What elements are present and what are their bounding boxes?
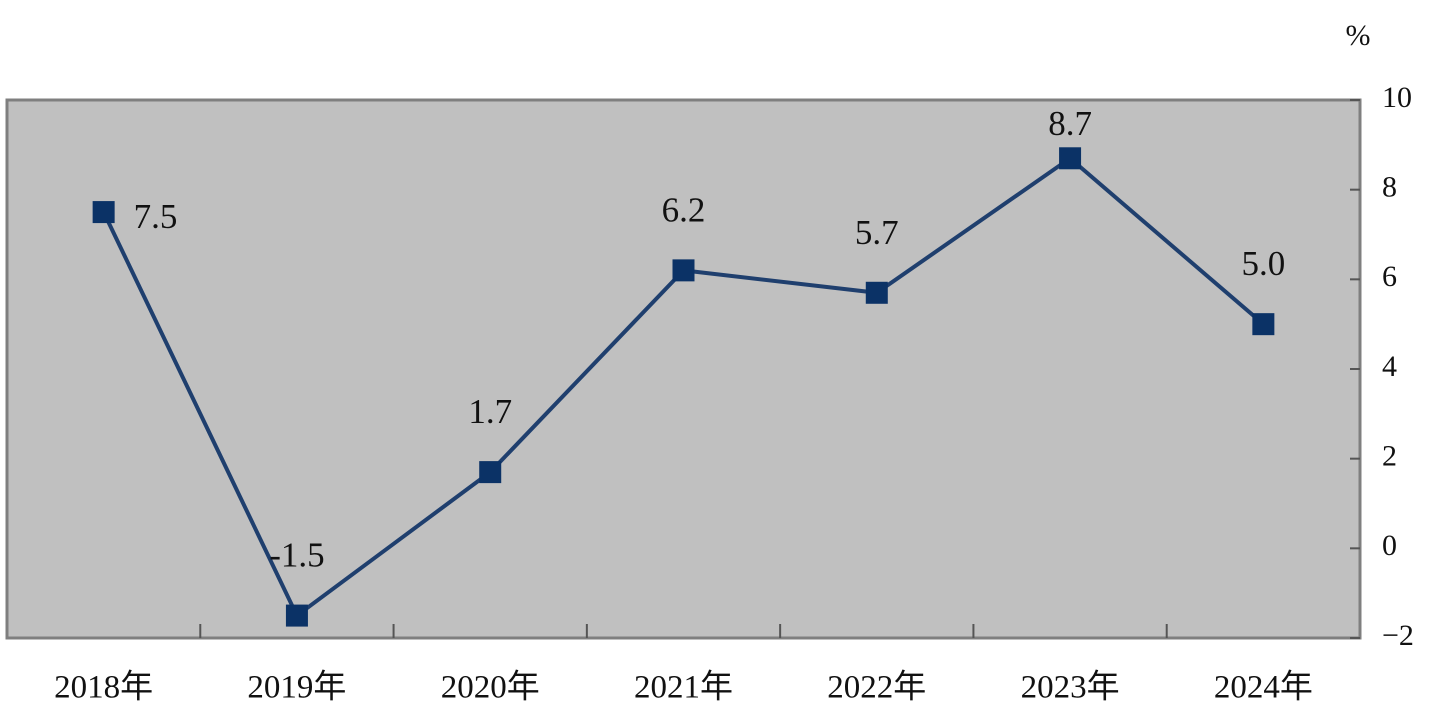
value-label: 8.7 [1048, 104, 1092, 143]
marker [1252, 313, 1275, 336]
value-label: 1.7 [468, 392, 512, 431]
marker [479, 461, 502, 484]
x-tick-label: 2023年 [1021, 669, 1120, 706]
x-tick-label: 2024年 [1214, 669, 1313, 706]
y-tick-label: 10 [1382, 81, 1412, 114]
marker [672, 259, 695, 282]
y-tick-label: 0 [1382, 529, 1397, 562]
marker [865, 281, 888, 304]
plot-area [5, 98, 1362, 640]
y-tick-label: −2 [1382, 619, 1414, 652]
y-unit: % [1346, 19, 1371, 52]
x-tick-label: 2020年 [441, 669, 540, 706]
y-tick-label: 2 [1382, 440, 1397, 473]
x-tick-label: 2018年 [54, 669, 153, 706]
x-tick-label: 2019年 [247, 669, 346, 706]
x-tick-label: 2022年 [827, 669, 926, 706]
marker [1059, 147, 1082, 170]
value-label: 6.2 [662, 190, 706, 229]
y-tick-label: 4 [1382, 350, 1397, 383]
value-label: 7.5 [134, 197, 178, 236]
value-label: -1.5 [269, 536, 324, 575]
marker [92, 201, 115, 224]
x-tick-label: 2021年 [634, 669, 733, 706]
value-label: 5.0 [1241, 244, 1285, 283]
y-tick-label: 8 [1382, 171, 1397, 204]
marker [285, 604, 308, 627]
y-tick-label: 6 [1382, 260, 1397, 293]
value-label: 5.7 [855, 213, 899, 252]
